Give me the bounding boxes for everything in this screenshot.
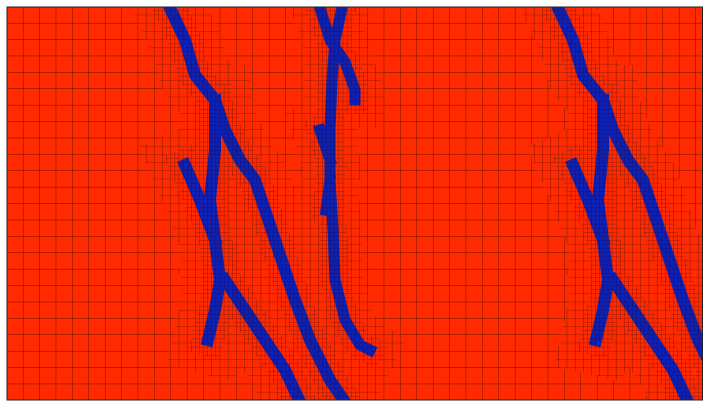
page (0, 0, 703, 408)
mesh-view (0, 0, 703, 408)
